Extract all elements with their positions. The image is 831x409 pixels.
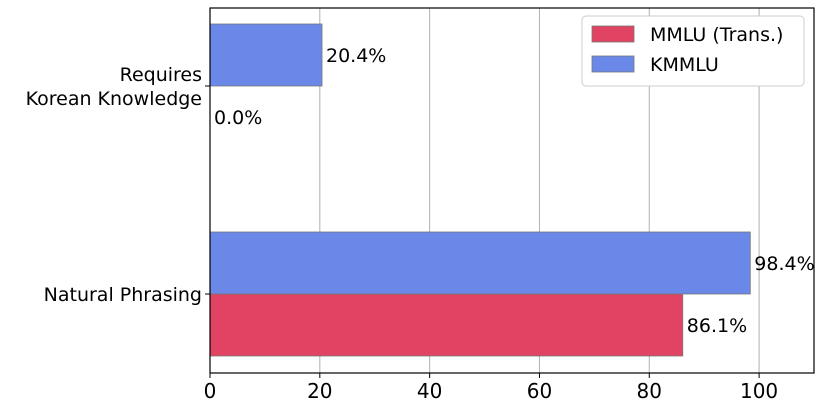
x-tick-label-20: 20 [307, 379, 332, 403]
bar-kmmlu-1 [209, 231, 751, 295]
plot-frame [209, 7, 815, 374]
data-label-mmlu-0: 0.0% [214, 107, 262, 129]
x-tick-label-80: 80 [637, 379, 662, 403]
x-tick-label-0: 0 [204, 379, 217, 403]
category-label-0-line-1: Korean Knowledge [26, 88, 202, 110]
legend-box [581, 15, 805, 87]
data-label-mmlu-1: 86.1% [687, 315, 747, 337]
x-tick-label-40: 40 [417, 379, 442, 403]
legend: MMLU (Trans.) KMMLU [581, 15, 805, 87]
legend-swatch-mmlu [591, 25, 635, 43]
category-label-1-line-0: Natural Phrasing [44, 284, 202, 306]
bar-kmmlu-0 [209, 23, 323, 87]
legend-label-mmlu: MMLU (Trans.) [650, 24, 783, 46]
data-label-kmmlu-0: 20.4% [326, 45, 386, 67]
x-tick-label-60: 60 [527, 379, 552, 403]
category-label-0-line-0: Requires [120, 64, 202, 86]
legend-swatch-kmmlu [591, 55, 635, 73]
data-label-kmmlu-1: 98.4% [754, 253, 814, 275]
x-tick-label-100: 100 [740, 379, 778, 403]
x-axis-ticks: 0 20 40 60 80 100 [204, 373, 778, 403]
data-labels: 0.0% 20.4% 86.1% 98.4% [214, 45, 815, 337]
bar-mmlu-1 [209, 293, 684, 357]
legend-label-kmmlu: KMMLU [650, 54, 719, 76]
